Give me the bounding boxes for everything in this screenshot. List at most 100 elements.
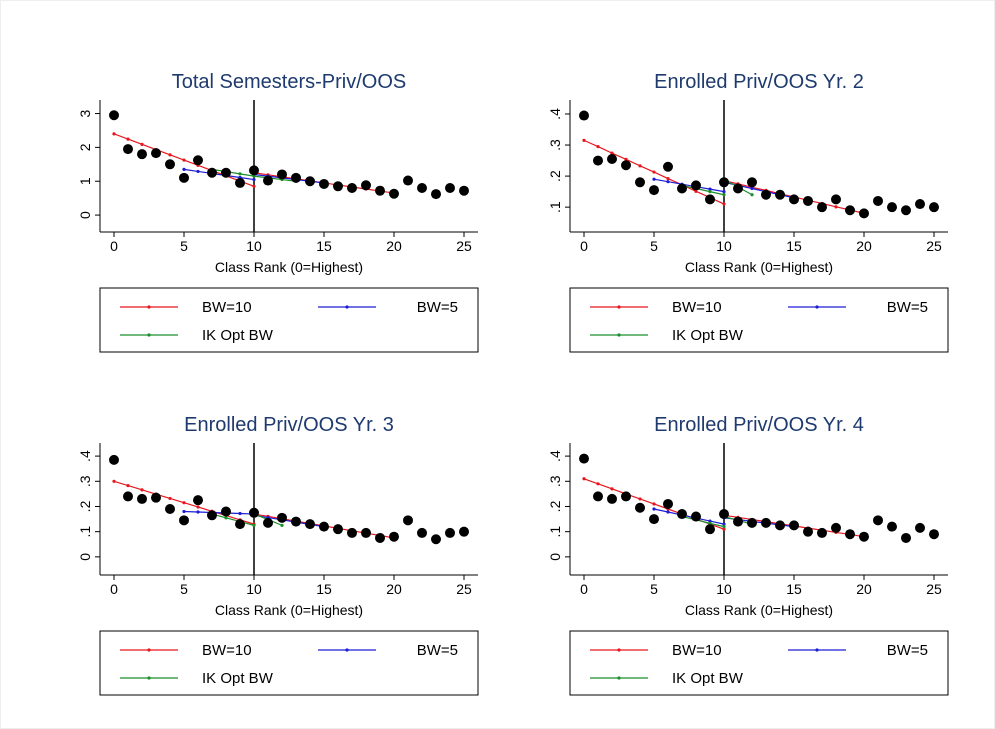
data-point bbox=[347, 527, 357, 538]
data-point bbox=[207, 167, 217, 178]
data-point bbox=[375, 185, 385, 196]
fit-marker bbox=[582, 138, 586, 142]
legend-label: IK Opt BW bbox=[672, 670, 744, 687]
panel: Enrolled Priv/OOS Yr. 4 0 .1 .2 .3 .4 0 5 10 15 20… bbox=[547, 414, 949, 696]
data-point bbox=[291, 516, 301, 527]
data-point bbox=[235, 519, 245, 530]
data-point bbox=[677, 509, 687, 520]
data-point bbox=[319, 178, 329, 189]
fit-marker bbox=[182, 501, 186, 505]
legend-label: BW=5 bbox=[887, 299, 928, 316]
x-tick-label: 10 bbox=[246, 238, 262, 254]
fit-marker bbox=[596, 144, 600, 149]
data-point bbox=[845, 205, 855, 216]
fit-marker bbox=[666, 510, 670, 514]
data-point bbox=[733, 516, 743, 527]
data-point bbox=[607, 154, 617, 165]
data-point bbox=[361, 180, 371, 191]
panel-title: Enrolled Priv/OOS Yr. 4 bbox=[654, 414, 864, 436]
fit-marker bbox=[652, 177, 656, 181]
data-point bbox=[235, 177, 245, 188]
fit-marker bbox=[126, 483, 130, 488]
data-point bbox=[165, 159, 175, 170]
panel-title: Enrolled Priv/OOS Yr. 3 bbox=[184, 414, 394, 436]
fit-marker bbox=[196, 510, 200, 514]
data-point bbox=[151, 492, 161, 503]
x-tick-label: 5 bbox=[650, 581, 658, 597]
panel: Enrolled Priv/OOS Yr. 2 .1 .2 .3 .4 0 5 10 15 20 2… bbox=[547, 71, 949, 353]
x-tick-label: 0 bbox=[580, 238, 588, 254]
data-point bbox=[887, 521, 897, 532]
data-point bbox=[621, 160, 631, 171]
data-point bbox=[109, 110, 119, 121]
fit-marker bbox=[126, 137, 130, 141]
data-point bbox=[417, 183, 427, 193]
fit-marker bbox=[252, 177, 256, 182]
data-point bbox=[789, 194, 799, 205]
data-point bbox=[389, 531, 399, 542]
fit-marker bbox=[168, 496, 172, 501]
legend-label: IK Opt BW bbox=[202, 670, 274, 687]
data-point bbox=[123, 144, 133, 155]
x-tick-label: 20 bbox=[386, 238, 402, 254]
fit-marker bbox=[750, 193, 754, 197]
fit-marker bbox=[596, 482, 600, 486]
x-tick-label: 20 bbox=[386, 581, 402, 597]
y-tick-label: 1 bbox=[77, 177, 93, 185]
legend-swatch-marker bbox=[815, 305, 819, 309]
y-tick-label: 0 bbox=[77, 553, 93, 561]
data-point bbox=[663, 161, 673, 172]
legend: BW=10 BW=5 IK Opt BW bbox=[569, 287, 949, 353]
legend-swatch-marker bbox=[617, 648, 621, 652]
legend-swatch-marker bbox=[147, 305, 151, 309]
data-point bbox=[621, 491, 631, 502]
data-point bbox=[305, 519, 315, 530]
fit-marker bbox=[238, 511, 242, 516]
fit-marker bbox=[722, 527, 726, 531]
data-point bbox=[817, 202, 827, 213]
y-tick-label: 2 bbox=[77, 143, 93, 151]
data-point bbox=[677, 183, 687, 194]
x-tick-label: 15 bbox=[316, 581, 332, 597]
fit-marker bbox=[638, 497, 642, 501]
data-point bbox=[705, 524, 715, 535]
data-point bbox=[873, 195, 883, 206]
x-tick-label: 25 bbox=[926, 238, 942, 254]
data-point bbox=[579, 453, 589, 464]
y-tick-label: 0 bbox=[547, 553, 563, 561]
fit-line bbox=[653, 178, 725, 193]
legend-label: BW=10 bbox=[202, 642, 252, 659]
x-tick-label: 5 bbox=[650, 238, 658, 254]
x-tick-label: 0 bbox=[110, 581, 118, 597]
y-tick-label: .1 bbox=[547, 201, 563, 213]
data-point bbox=[663, 498, 673, 509]
legend-swatch-marker bbox=[345, 305, 349, 309]
data-point bbox=[445, 527, 455, 538]
x-tick-label: 15 bbox=[786, 581, 802, 597]
data-point bbox=[803, 526, 813, 537]
data-point bbox=[389, 188, 399, 199]
x-tick-label: 10 bbox=[716, 581, 732, 597]
y-tick-label: .2 bbox=[77, 500, 93, 512]
fit-marker bbox=[722, 193, 726, 197]
data-point bbox=[137, 149, 147, 160]
x-tick-label: 0 bbox=[580, 581, 588, 597]
y-tick-label: .4 bbox=[547, 108, 563, 120]
fit-marker bbox=[652, 502, 656, 506]
fit-marker bbox=[182, 158, 186, 162]
legend-box bbox=[99, 630, 479, 696]
x-tick-label: 25 bbox=[456, 581, 472, 597]
legend: BW=10 BW=5 IK Opt BW bbox=[99, 287, 479, 353]
fit-marker bbox=[666, 180, 670, 184]
x-tick-label: 0 bbox=[110, 238, 118, 254]
fit-marker bbox=[140, 142, 144, 146]
data-point bbox=[747, 177, 757, 188]
fit-marker bbox=[610, 487, 614, 491]
fit-marker bbox=[708, 187, 712, 191]
data-point bbox=[291, 172, 301, 183]
data-point bbox=[249, 165, 259, 176]
legend-label: IK Opt BW bbox=[672, 327, 744, 344]
data-point bbox=[719, 509, 729, 520]
data-point bbox=[137, 493, 147, 504]
fit-line bbox=[681, 184, 725, 196]
